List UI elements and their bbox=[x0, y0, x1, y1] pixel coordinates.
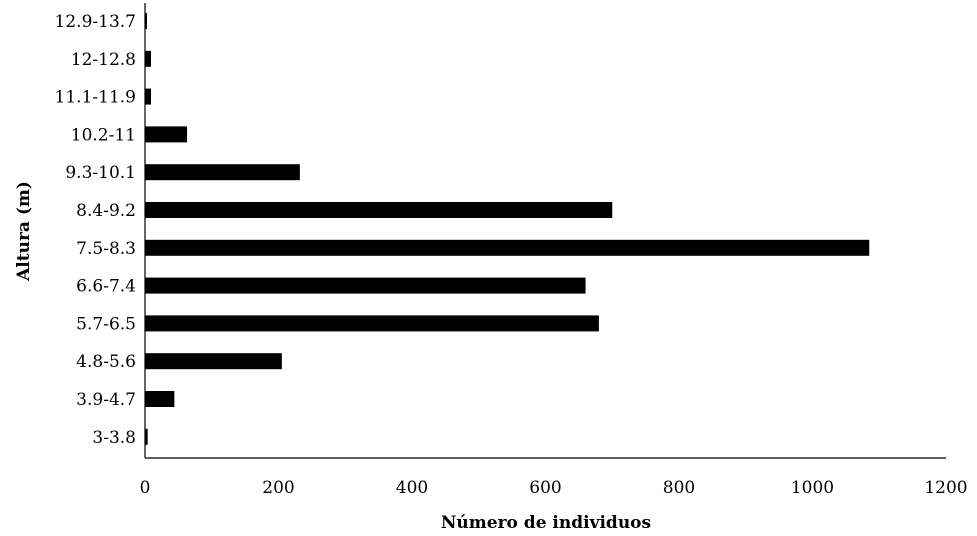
x-tick-label: 400 bbox=[396, 478, 428, 498]
bar-3-3.8 bbox=[145, 428, 148, 445]
y-tick-label: 6.6-7.4 bbox=[76, 277, 136, 297]
x-tick-label: 0 bbox=[140, 478, 151, 498]
bar-12-12.8 bbox=[145, 50, 152, 67]
x-tick-label: 800 bbox=[663, 478, 695, 498]
y-tick-label: 10.2-11 bbox=[71, 125, 136, 145]
bar-12.9-13.7 bbox=[145, 13, 148, 29]
y-tick-label: 7.5-8.3 bbox=[76, 239, 136, 259]
bar-6.6-7.4 bbox=[145, 277, 586, 294]
bar-7.5-8.3 bbox=[145, 239, 870, 256]
y-tick-label: 9.3-10.1 bbox=[65, 163, 136, 183]
y-tick-label: 11.1-11.9 bbox=[55, 88, 136, 108]
bar-5.7-6.5 bbox=[145, 315, 599, 332]
x-tick-label: 200 bbox=[262, 478, 294, 498]
bar-11.1-11.9 bbox=[145, 88, 152, 105]
y-tick-labels: 3-3.8 3.9-4.7 4.8-5.6 5.7-6.5 6.6-7.4 7.5-8.3… bbox=[55, 12, 136, 448]
y-axis-title: Altura (m) bbox=[14, 181, 34, 282]
bar-8.4-9.2 bbox=[145, 202, 613, 218]
bar-9.3-10.1 bbox=[145, 164, 300, 181]
x-tick-label: 1200 bbox=[924, 478, 967, 498]
y-tick-label: 3.9-4.7 bbox=[76, 390, 136, 410]
bars-group bbox=[145, 13, 870, 445]
bar-4.8-5.6 bbox=[145, 353, 282, 370]
y-tick-label: 3-3.8 bbox=[92, 428, 136, 448]
y-tick-label: 12.9-13.7 bbox=[55, 12, 136, 32]
bar-10.2-11 bbox=[145, 126, 188, 143]
x-axis-title: Número de individuos bbox=[441, 513, 651, 533]
x-tick-label: 1000 bbox=[791, 478, 834, 498]
y-tick-label: 12-12.8 bbox=[71, 50, 136, 70]
y-tick-label: 4.8-5.6 bbox=[76, 352, 136, 372]
y-tick-label: 8.4-9.2 bbox=[76, 201, 136, 221]
bar-3.9-4.7 bbox=[145, 391, 175, 407]
x-tick-label: 600 bbox=[529, 478, 561, 498]
x-tick-labels: 0 200 400 600 800 1000 1200 bbox=[140, 478, 968, 498]
y-tick-label: 5.7-6.5 bbox=[76, 314, 136, 334]
